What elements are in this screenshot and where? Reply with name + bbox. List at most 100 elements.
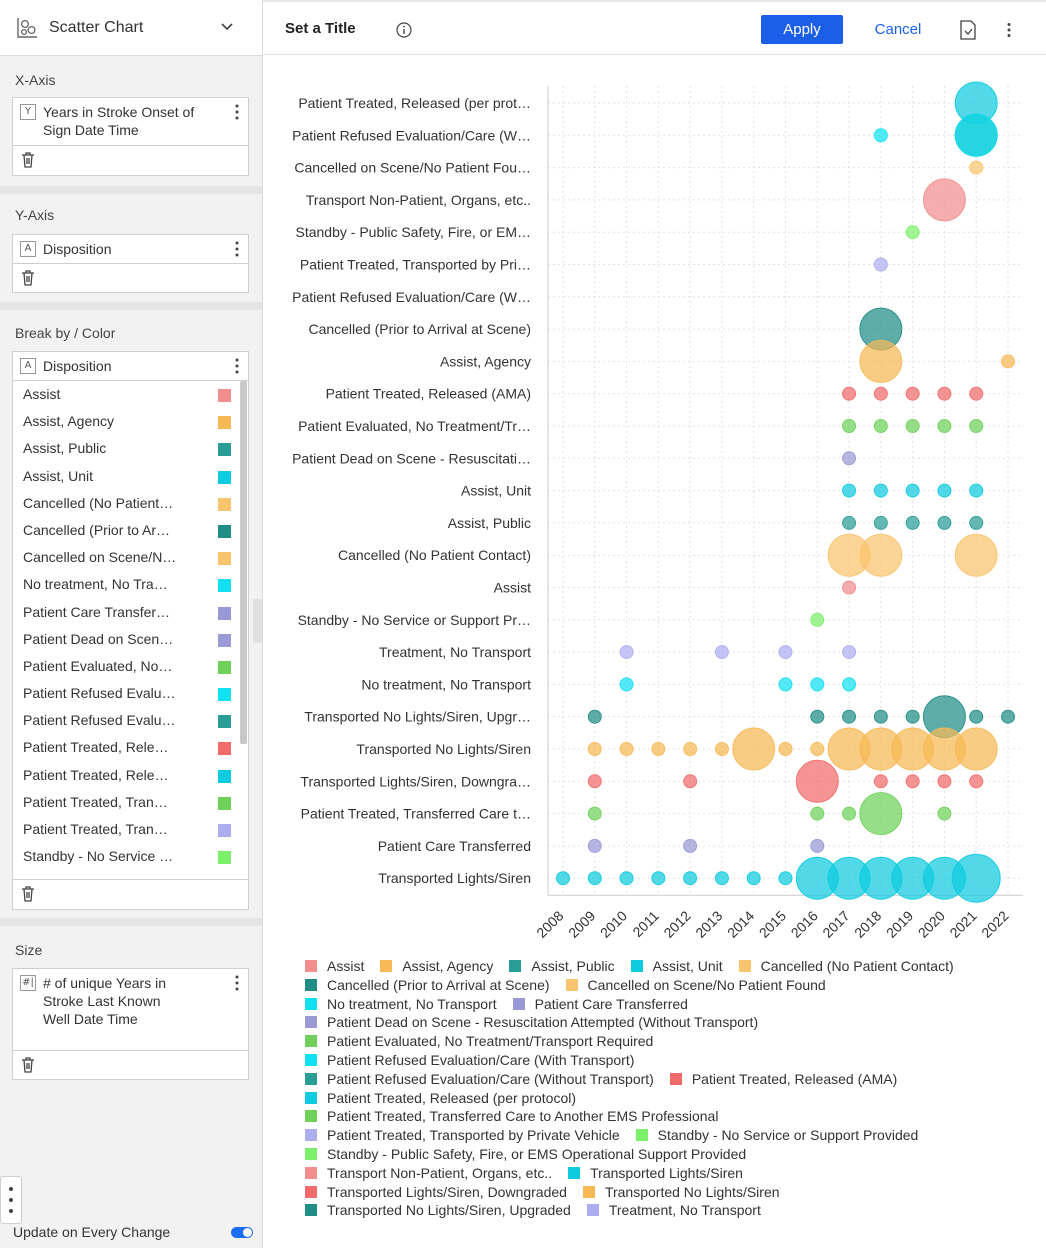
color-swatch[interactable]: [218, 688, 231, 702]
export-document-icon[interactable]: [959, 20, 977, 40]
y-tick-label: Cancelled (Prior to Arrival at Scene): [308, 321, 531, 337]
legend-label: Standby - Public Safety, Fire, or EMS Op…: [327, 1145, 747, 1162]
color-swatch[interactable]: [218, 470, 231, 484]
color-list-item[interactable]: Patient Refused Evalu…: [13, 680, 239, 707]
color-swatch[interactable]: [218, 497, 231, 511]
legend-item[interactable]: Patient Evaluated, No Treatment/Transpor…: [305, 1033, 653, 1049]
x-tick-label: 2009: [565, 907, 598, 940]
color-list-item[interactable]: Standby - No Service …: [13, 843, 239, 870]
y-axis-section-label: Y-Axis: [15, 207, 55, 223]
kebab-menu-icon[interactable]: [232, 103, 242, 121]
data-point: [905, 515, 920, 530]
legend-item[interactable]: Assist, Agency: [380, 958, 493, 974]
color-list-item[interactable]: Patient Care Transfer…: [13, 599, 239, 626]
legend-item[interactable]: Standby - Public Safety, Fire, or EMS Op…: [305, 1146, 746, 1162]
collapse-panel-handle[interactable]: [253, 599, 262, 643]
apply-button[interactable]: Apply: [761, 15, 843, 44]
cancel-button[interactable]: Cancel: [867, 15, 929, 44]
legend-label: Assist, Agency: [402, 958, 494, 974]
kebab-menu-icon[interactable]: [232, 974, 242, 992]
chevron-down-icon[interactable]: [220, 22, 234, 32]
color-list-item[interactable]: Patient Treated, Rele…: [13, 762, 239, 789]
color-swatch[interactable]: [218, 443, 231, 457]
legend-item[interactable]: Transported Lights/Siren, Downgraded: [305, 1184, 567, 1200]
color-list-item[interactable]: Assist, Unit: [13, 463, 239, 490]
kebab-menu-icon[interactable]: [232, 357, 242, 375]
kebab-menu-icon[interactable]: [1005, 22, 1013, 38]
legend-item[interactable]: Patient Treated, Released (AMA): [669, 1070, 898, 1087]
data-point: [810, 709, 825, 724]
color-list-item[interactable]: Patient Treated, Tran…: [13, 789, 239, 816]
color-swatch[interactable]: [218, 524, 231, 538]
color-list-item[interactable]: Cancelled (No Patient…: [13, 490, 239, 517]
color-list-item[interactable]: Assist, Public: [13, 435, 239, 462]
trash-icon[interactable]: [21, 1057, 35, 1073]
color-swatch[interactable]: [218, 416, 231, 430]
kebab-menu-icon[interactable]: [232, 240, 242, 258]
legend-item[interactable]: Treatment, No Transport: [586, 1202, 761, 1218]
color-list-item[interactable]: Assist: [13, 381, 239, 408]
legend-item[interactable]: Assist, Public: [509, 958, 615, 974]
color-list-item[interactable]: Assist, Agency: [13, 408, 239, 435]
legend-item[interactable]: Cancelled (No Patient Contact): [738, 958, 954, 974]
legend-item[interactable]: Transport Non-Patient, Organs, etc..: [305, 1165, 552, 1181]
legend-label: Patient Treated, Released (AMA): [691, 1070, 898, 1087]
legend-item[interactable]: No treatment, No Transport: [305, 996, 497, 1012]
legend-item[interactable]: Patient Refused Evaluation/Care (Without…: [305, 1071, 654, 1087]
trash-icon[interactable]: [21, 886, 35, 902]
panel-menu-button[interactable]: [0, 1176, 22, 1224]
color-list-item[interactable]: Cancelled on Scene/N…: [13, 544, 239, 571]
legend-item[interactable]: Patient Refused Evaluation/Care (With Tr…: [305, 1052, 634, 1068]
legend-item[interactable]: Cancelled (Prior to Arrival at Scene): [305, 977, 550, 993]
color-swatch[interactable]: [218, 552, 231, 566]
color-swatch[interactable]: [218, 796, 231, 810]
legend-item[interactable]: Standby - No Service or Support Provided: [635, 1127, 918, 1143]
y-tick-label: Assist, Unit: [461, 483, 531, 499]
color-swatch[interactable]: [218, 660, 231, 674]
legend-item[interactable]: Patient Care Transferred: [512, 996, 688, 1012]
legend-item[interactable]: Patient Treated, Transferred Care to Ano…: [305, 1108, 718, 1124]
legend-item[interactable]: Patient Treated, Released (per protocol): [305, 1090, 576, 1106]
color-swatch[interactable]: [218, 851, 231, 865]
chart-type-selector[interactable]: Scatter Chart: [0, 0, 262, 56]
color-list-item[interactable]: Patient Treated, Tran…: [13, 816, 239, 843]
legend-row: Patient Treated, Released (per protocol): [305, 1090, 1040, 1109]
legend-item[interactable]: Assist, Unit: [630, 958, 723, 974]
y-axis-field[interactable]: A Disposition: [13, 235, 248, 264]
color-swatch[interactable]: [218, 579, 231, 593]
legend-item[interactable]: Transported Lights/Siren: [568, 1165, 743, 1181]
scrollbar[interactable]: [240, 381, 247, 744]
color-swatch[interactable]: [218, 606, 231, 620]
legend-item[interactable]: Patient Treated, Transported by Private …: [305, 1127, 620, 1143]
color-field[interactable]: A Disposition: [13, 352, 248, 381]
legend-item[interactable]: Cancelled on Scene/No Patient Found: [565, 977, 826, 993]
color-swatch[interactable]: [218, 633, 231, 647]
trash-icon[interactable]: [21, 152, 35, 168]
trash-icon[interactable]: [21, 270, 35, 286]
legend-row: Assist Assist, Agency Assist, Public Assist…: [305, 958, 1040, 977]
legend-item[interactable]: Transported No Lights/Siren, Upgraded: [305, 1202, 571, 1218]
x-tick-label: 2010: [597, 907, 630, 940]
update-on-change-toggle[interactable]: [231, 1227, 253, 1238]
data-point: [842, 451, 857, 466]
color-list-item[interactable]: No treatment, No Tra…: [13, 571, 239, 598]
color-item-label: Patient Treated, Rele…: [23, 739, 169, 756]
color-swatch[interactable]: [218, 769, 231, 783]
color-list-item[interactable]: Cancelled (Prior to Ar…: [13, 517, 239, 544]
color-list-item[interactable]: Patient Dead on Scen…: [13, 626, 239, 653]
legend-item[interactable]: Transported No Lights/Siren: [582, 1184, 780, 1200]
color-swatch[interactable]: [218, 742, 231, 756]
color-list-item[interactable]: Patient Evaluated, No…: [13, 653, 239, 680]
x-axis-field[interactable]: Y Years in Stroke Onset of Sign Date Tim…: [13, 98, 248, 146]
color-swatch[interactable]: [218, 389, 231, 402]
color-list-item[interactable]: Patient Treated, Rele…: [13, 734, 239, 761]
legend-item[interactable]: Assist: [305, 958, 364, 974]
color-swatch[interactable]: [218, 715, 231, 729]
info-icon[interactable]: [396, 22, 412, 38]
color-item-label: Patient Treated, Tran…: [23, 793, 168, 810]
chart-title[interactable]: Set a Title: [285, 20, 356, 37]
color-list-item[interactable]: Patient Refused Evalu…: [13, 707, 239, 734]
color-swatch[interactable]: [218, 824, 231, 837]
legend-item[interactable]: Patient Dead on Scene - Resuscitation At…: [305, 1014, 758, 1030]
size-field[interactable]: #| # of unique Years in Stroke Last Know…: [13, 969, 248, 1051]
